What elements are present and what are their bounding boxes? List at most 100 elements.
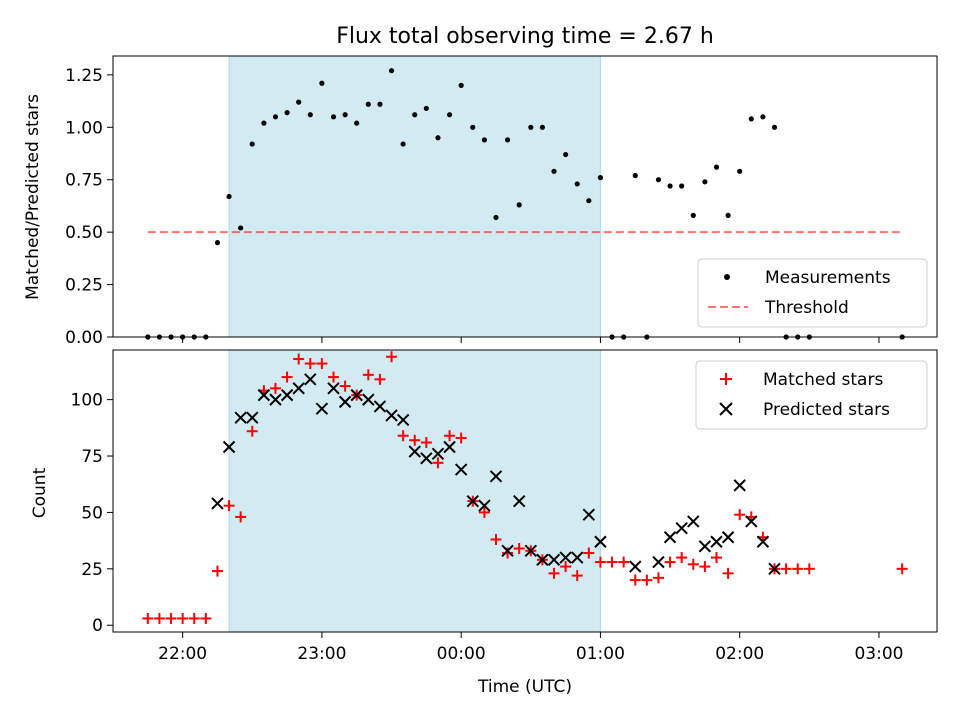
predicted-star-point [536,553,549,567]
matched-star-point [246,425,258,437]
bottom-shaded-region [229,350,601,632]
predicted-star-point [512,494,526,508]
bottom-legend: Matched stars Predicted stars [695,360,928,430]
matched-star-point [618,556,630,568]
bottom-y-ticks: 0 25 50 75 100 [71,391,113,636]
measurement-point [388,68,395,74]
predicted-star-point-b [385,409,398,422]
measurement-point [539,124,546,130]
predicted-star-point [269,393,282,406]
measurement-point [493,214,499,221]
matched-star-point [734,509,746,521]
predicted-star-point [547,553,561,567]
measurement-point [574,181,580,187]
bottom-axes-frame [112,349,938,633]
predicted-star-point-b [733,479,746,492]
measurement-point [470,124,476,130]
predicted-star-point [675,522,688,535]
predicted-star-point-b [269,393,282,406]
predicted-star-point-b [454,463,468,476]
matched-star-point [478,506,490,518]
measurement-point [342,112,348,118]
top-y-tick-label: 0.75 [65,171,103,191]
measurement-point [365,101,371,107]
measurement-point [679,183,685,189]
bottom-x-ticks: 22:00 23:00 00:00 01:00 02:00 03:00 [158,632,903,664]
predicted-star-point-b [396,413,410,427]
bottom-x-tick-label: 23:00 [297,644,346,664]
measurement-point [238,225,244,231]
predicted-star-point-b [524,544,538,557]
predicted-star-point-b [420,452,433,465]
predicted-star-point-b [234,411,247,424]
measurement-point [226,193,232,200]
matched-star-point [560,561,572,573]
matched-star-point [386,351,398,363]
matched-star-point [397,430,409,442]
bottom-x-tick-label: 02:00 [715,644,764,664]
measurement-point [458,82,464,88]
measurement-point [307,112,313,118]
predicted-star-point [373,400,387,413]
matched-star-point [803,563,815,575]
matched-star-point [490,534,502,546]
bottom-x-tick-label: 22:00 [158,644,207,664]
top-legend-box [697,258,928,328]
predicted-star-point [501,544,514,557]
matched-star-point [432,457,444,469]
predicted-star-point-b [443,440,456,454]
matched-star-point [629,574,641,586]
measurement-point [330,114,337,120]
predicted-star-point-b [559,551,572,564]
matched-star-point [328,371,340,383]
top-legend: Measurements Threshold [697,258,928,328]
bottom-y-tick-label: 50 [81,503,103,523]
measurement-point [586,198,592,204]
measurement-point [400,141,406,147]
predicted-star-point-b [756,535,770,548]
chart-title: Flux total observing time = 2.67 h [336,24,714,49]
matched-star-point [896,563,908,575]
measurement-point [725,212,731,218]
predicted-star-point [466,494,479,508]
predicted-star-point [721,531,735,544]
measurement-point [597,175,604,181]
matched-star-point [513,543,525,555]
measurement-point [377,101,383,107]
top-y-tick-label: 0.50 [65,223,103,243]
matched-star-point [792,563,804,575]
predicted-star-point-b [663,531,677,544]
predicted-star-point [454,463,468,476]
predicted-star-point [211,497,224,510]
predicted-star-point [362,393,375,406]
predicted-star-point [408,445,421,458]
predicted-star-point [385,409,398,422]
predicted-star-point-b [687,515,700,528]
matched-star-point [142,612,154,624]
legend-threshold-label: Threshold [764,298,849,318]
predicted-star-point-b [304,373,317,386]
predicted-stars-points [211,373,781,576]
matched-star-point [583,547,595,559]
predicted-star-point [431,447,445,460]
predicted-star-point-b [408,445,421,458]
matched-star-point [699,561,711,573]
bottom-y-axis-label: Count [30,467,50,518]
bottom-panel: 0 25 50 75 100 22:00 23:00 00:00 01:00 02:00 03:0… [30,349,938,697]
matched-star-point [269,382,281,394]
matched-star-point [444,430,456,442]
bottom-y-tick-label: 100 [71,391,103,411]
top-shaded-region [229,56,601,337]
predicted-star-point-b [745,515,758,528]
matched-star-point [316,358,328,370]
measurement-point [563,151,569,158]
matched-star-point [153,612,165,624]
matched-star-point [594,556,606,568]
predicted-star-point [338,395,352,409]
matched-star-point [281,371,293,383]
measurement-point [516,202,522,208]
measurement-point [760,114,766,120]
measurement-point [737,168,743,174]
predicted-star-point [489,470,503,483]
